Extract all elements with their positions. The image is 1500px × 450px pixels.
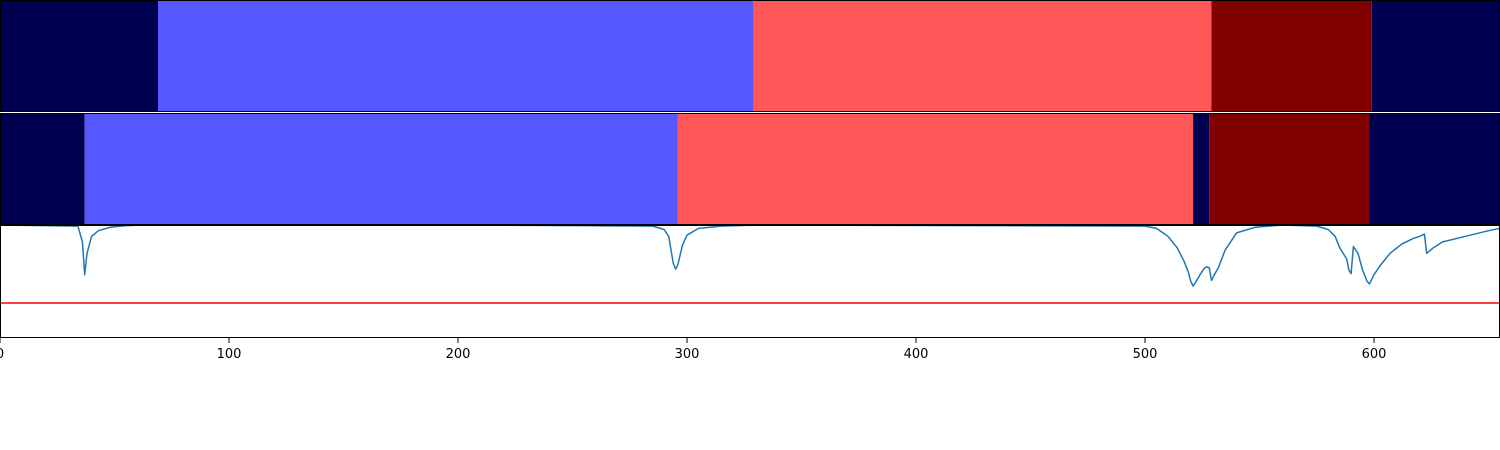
x-tick-label-100: 100 bbox=[217, 347, 242, 362]
track-1-segment-3 bbox=[1211, 0, 1372, 112]
track-2-segment-1 bbox=[84, 113, 678, 225]
segment-track-1 bbox=[0, 0, 1500, 112]
track-1-segment-4 bbox=[1371, 0, 1500, 112]
track-1-segment-0 bbox=[0, 0, 159, 112]
x-tick-label-600: 600 bbox=[1362, 347, 1387, 362]
x-tick-label-500: 500 bbox=[1133, 347, 1158, 362]
track-2-segment-4 bbox=[1209, 113, 1370, 225]
track-1-segment-1 bbox=[158, 0, 754, 112]
series-line-0 bbox=[0, 224, 1500, 287]
track-1-segment-2 bbox=[753, 0, 1212, 112]
track-2-segment-5 bbox=[1369, 113, 1500, 225]
track-2-segment-3 bbox=[1193, 113, 1210, 225]
panel-frame-3 bbox=[0, 225, 1500, 338]
segment-track-2 bbox=[0, 113, 1500, 225]
x-tick-label-0: 0 bbox=[0, 347, 4, 362]
x-tick-label-400: 400 bbox=[904, 347, 929, 362]
x-tick-label-300: 300 bbox=[675, 347, 700, 362]
track-2-segment-0 bbox=[0, 113, 85, 225]
x-tick-label-200: 200 bbox=[446, 347, 471, 362]
line-panel bbox=[0, 224, 1500, 304]
x-axis: 0 100 200 300 400 500 600 bbox=[0, 338, 1386, 362]
track-2-segment-2 bbox=[677, 113, 1194, 225]
